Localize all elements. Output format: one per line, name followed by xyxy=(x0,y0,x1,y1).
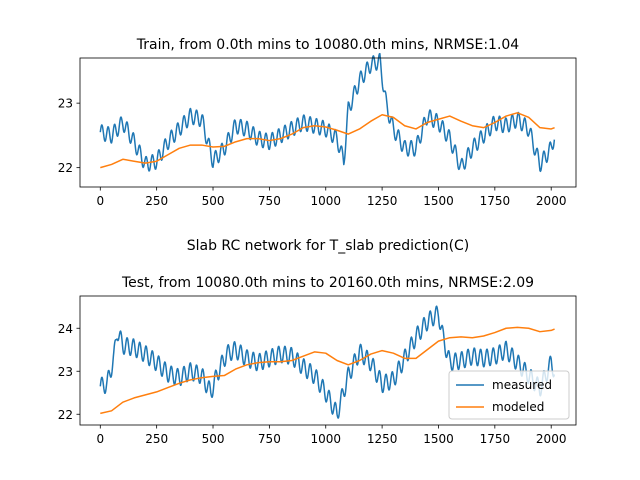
train-x-tick-label: 1750 xyxy=(480,194,511,208)
train-x-tick-label: 1500 xyxy=(423,194,454,208)
train-subplot: Train, from 0.0th mins to 10080.0th mins… xyxy=(58,37,577,208)
test-y-tick-label: 23 xyxy=(58,365,73,379)
test-axes-frame xyxy=(79,295,577,426)
test-x-tick-label: 750 xyxy=(258,432,281,446)
test-x-tick-label: 1250 xyxy=(367,432,398,446)
test-title: Test, from 10080.0th mins to 20160.0th m… xyxy=(121,275,534,291)
legend-measured-label: measured xyxy=(492,378,552,392)
test-x-tick-label: 500 xyxy=(202,432,225,446)
train-x-ticks: 0 250 500 750 1000 1250 1500 1750 2000 xyxy=(96,187,566,208)
train-x-tick-label: 750 xyxy=(258,194,281,208)
test-x-tick-label: 1000 xyxy=(310,432,341,446)
test-series-modeled-line xyxy=(100,326,555,415)
test-x-tick-label: 2000 xyxy=(536,432,567,446)
train-y-tick-label: 23 xyxy=(58,97,73,111)
test-series-measured-line xyxy=(99,305,556,419)
train-x-tick-label: 2000 xyxy=(536,194,567,208)
test-x-tick-label: 1500 xyxy=(423,432,454,446)
test-y-tick-label: 24 xyxy=(58,322,73,336)
train-series-layer xyxy=(99,52,556,173)
test-y-tick-label: 22 xyxy=(58,408,73,422)
train-y-ticks: 22 23 xyxy=(58,97,80,175)
train-title: Train, from 0.0th mins to 10080.0th mins… xyxy=(136,37,520,53)
figure-suptitle: Slab RC network for T_slab prediction(C) xyxy=(187,238,470,254)
train-x-tick-label: 250 xyxy=(145,194,168,208)
train-series-measured-line xyxy=(99,52,556,173)
train-x-tick-label: 1250 xyxy=(367,194,398,208)
legend: measured modeled xyxy=(448,370,570,420)
train-y-tick-label: 22 xyxy=(58,161,73,175)
train-x-tick-label: 1000 xyxy=(310,194,341,208)
train-series-modeled-line xyxy=(100,112,555,169)
test-x-tick-label: 250 xyxy=(145,432,168,446)
test-y-ticks: 22 23 24 xyxy=(58,322,80,422)
train-x-tick-label: 0 xyxy=(96,194,104,208)
test-subplot: Test, from 10080.0th mins to 20160.0th m… xyxy=(58,275,577,446)
train-axes-frame xyxy=(79,57,577,188)
train-x-tick-label: 500 xyxy=(202,194,225,208)
test-x-tick-label: 1750 xyxy=(480,432,511,446)
test-series-layer xyxy=(99,305,556,419)
test-x-ticks: 0 250 500 750 1000 1250 1500 1750 2000 xyxy=(96,425,566,446)
test-x-tick-label: 0 xyxy=(96,432,104,446)
legend-modeled-label: modeled xyxy=(492,400,544,414)
